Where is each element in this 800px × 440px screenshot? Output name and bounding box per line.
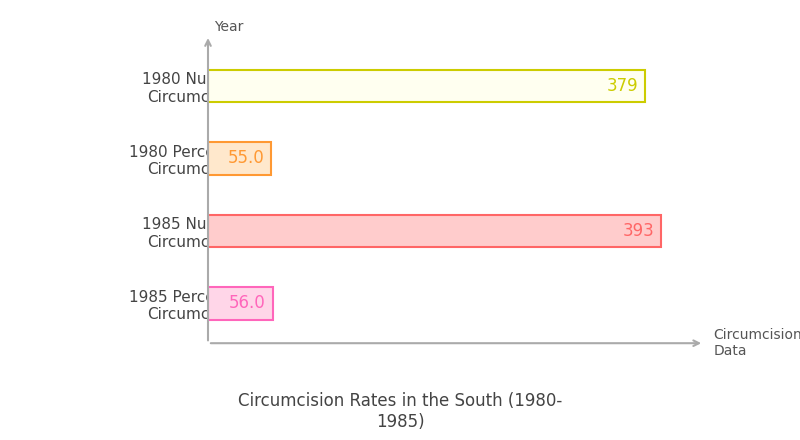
- Text: Year: Year: [214, 20, 243, 34]
- Bar: [208, 215, 662, 247]
- Bar: [208, 142, 271, 175]
- Text: 393: 393: [622, 222, 654, 240]
- Bar: [208, 70, 645, 102]
- Bar: [208, 287, 273, 319]
- Text: 56.0: 56.0: [229, 294, 266, 312]
- Text: 379: 379: [606, 77, 638, 95]
- Text: Circumcision
Data: Circumcision Data: [714, 328, 800, 358]
- Text: 55.0: 55.0: [228, 150, 265, 167]
- Text: Circumcision Rates in the South (1980-
1985): Circumcision Rates in the South (1980- 1…: [238, 392, 562, 431]
